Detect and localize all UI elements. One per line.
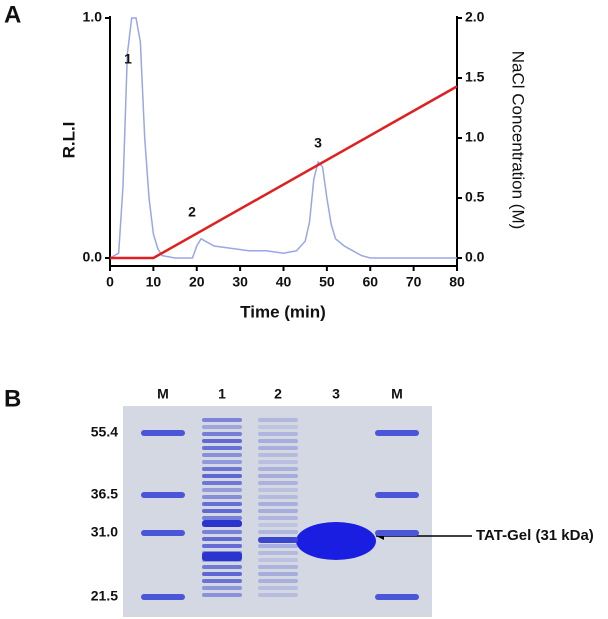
gel-band bbox=[258, 488, 298, 492]
y2-tick-label: 0.5 bbox=[465, 189, 485, 205]
gel-band bbox=[258, 537, 298, 543]
data-line bbox=[110, 85, 457, 260]
gel-band bbox=[202, 481, 242, 485]
panel-label: A bbox=[4, 1, 21, 28]
gel-band bbox=[202, 439, 242, 443]
gel-band bbox=[258, 481, 298, 485]
gel-band bbox=[202, 516, 242, 520]
y2-tick-label: 1.5 bbox=[465, 69, 485, 85]
gel-band bbox=[202, 432, 242, 436]
gel-band bbox=[258, 544, 298, 548]
peak-label: 2 bbox=[188, 204, 196, 220]
gel-band bbox=[258, 593, 298, 597]
x-tick-label: 10 bbox=[146, 274, 162, 290]
band-label: TAT-Gel (31 kDa) bbox=[476, 527, 594, 544]
marker-label: 31.0 bbox=[91, 524, 118, 540]
x-axis-label: Time (min) bbox=[240, 302, 326, 321]
gel-band bbox=[258, 439, 298, 443]
gel-band bbox=[202, 495, 242, 499]
gel-band bbox=[141, 530, 185, 536]
y2-tick-label: 1.0 bbox=[465, 129, 485, 145]
gel-band bbox=[258, 425, 298, 429]
peak-label: 3 bbox=[314, 135, 322, 151]
y2-tick-label: 0.0 bbox=[465, 249, 485, 265]
y-tick-label: 0.0 bbox=[83, 249, 103, 265]
gel-band bbox=[258, 474, 298, 478]
lane-label: 3 bbox=[332, 386, 340, 402]
gel-band bbox=[202, 586, 242, 590]
marker-label: 55.4 bbox=[91, 424, 118, 440]
gel-band bbox=[202, 593, 242, 597]
lane-label: M bbox=[157, 386, 169, 402]
panel-label: B bbox=[4, 385, 21, 412]
gel-band bbox=[258, 586, 298, 590]
gel-band bbox=[141, 430, 185, 436]
x-tick-label: 40 bbox=[276, 274, 292, 290]
gel-band bbox=[375, 530, 419, 536]
gel-band bbox=[258, 551, 298, 555]
gel-band bbox=[258, 509, 298, 513]
gel-band bbox=[141, 594, 185, 600]
y2-axis-label: NaCl Concentration (M) bbox=[509, 51, 528, 230]
gel-band bbox=[202, 579, 242, 583]
gel-band bbox=[258, 530, 298, 534]
x-tick-label: 50 bbox=[319, 274, 335, 290]
gel-band bbox=[258, 579, 298, 583]
gel-band bbox=[258, 453, 298, 457]
gel-band bbox=[258, 516, 298, 520]
gel-band bbox=[258, 572, 298, 576]
gel-band bbox=[202, 572, 242, 576]
y-tick-label: 1.0 bbox=[83, 9, 103, 25]
marker-label: 21.5 bbox=[91, 588, 118, 604]
gel-band bbox=[202, 502, 242, 506]
lane-label: M bbox=[391, 386, 403, 402]
gel-band bbox=[375, 594, 419, 600]
x-tick-label: 0 bbox=[106, 274, 114, 290]
lane-label: 2 bbox=[274, 386, 282, 402]
gel-band bbox=[202, 565, 242, 569]
gel-band bbox=[202, 418, 242, 422]
gel-band bbox=[375, 492, 419, 498]
gel-band bbox=[202, 453, 242, 457]
gel-band bbox=[258, 432, 298, 436]
gel-band bbox=[258, 418, 298, 422]
gel-band bbox=[202, 474, 242, 478]
gel-band bbox=[202, 544, 242, 548]
x-tick-label: 30 bbox=[232, 274, 248, 290]
gel-band bbox=[202, 537, 242, 541]
y2-tick-label: 2.0 bbox=[465, 9, 485, 25]
marker-label: 36.5 bbox=[91, 486, 118, 502]
gel-band bbox=[375, 430, 419, 436]
gel bbox=[123, 406, 432, 617]
data-line bbox=[110, 17, 457, 259]
y-axis-label: R.L.I bbox=[59, 122, 78, 159]
gel-band bbox=[258, 558, 298, 562]
x-tick-label: 80 bbox=[449, 274, 465, 290]
lane-label: 1 bbox=[218, 386, 226, 402]
gel-band bbox=[202, 460, 242, 464]
gel-band bbox=[258, 495, 298, 499]
gel-band bbox=[296, 522, 376, 560]
gel-band bbox=[258, 565, 298, 569]
peak-label: 1 bbox=[124, 51, 132, 67]
gel-band bbox=[258, 502, 298, 506]
gel-band bbox=[202, 530, 242, 534]
gel-band bbox=[258, 523, 298, 527]
gel-band bbox=[141, 492, 185, 498]
gel-band bbox=[202, 446, 242, 450]
x-tick-label: 70 bbox=[406, 274, 422, 290]
gel-band bbox=[202, 552, 242, 561]
gel-band bbox=[258, 467, 298, 471]
x-tick-label: 60 bbox=[362, 274, 378, 290]
gel-band bbox=[258, 460, 298, 464]
gel-band bbox=[202, 488, 242, 492]
gel-band bbox=[202, 509, 242, 513]
x-tick-label: 20 bbox=[189, 274, 205, 290]
gel-band bbox=[202, 520, 242, 527]
gel-band bbox=[258, 446, 298, 450]
gel-band bbox=[202, 467, 242, 471]
gel-band bbox=[202, 425, 242, 429]
